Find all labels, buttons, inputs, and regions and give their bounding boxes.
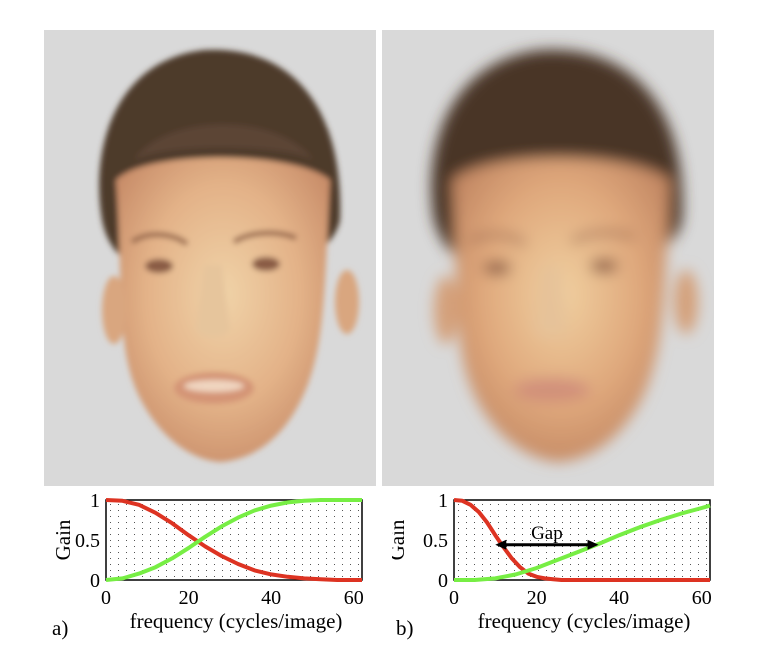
x-tick-label: 20 bbox=[527, 587, 547, 609]
x-tick-label: 40 bbox=[609, 587, 629, 609]
x-tick-label: 0 bbox=[449, 587, 459, 609]
series-line-1 bbox=[454, 503, 711, 582]
gain-chart-b-svg: Gap 0 20 40 60 0 0.5 1 Gain frequency (cycles… bbox=[385, 490, 712, 633]
panel-label-a: a) bbox=[52, 616, 69, 640]
y-tick-label: 0.5 bbox=[423, 530, 448, 552]
series-line-1 bbox=[105, 498, 362, 582]
grid-dots bbox=[458, 504, 707, 577]
gap-arrow-head-left bbox=[495, 539, 507, 550]
x-axis-label: frequency (cycles/image) bbox=[130, 609, 343, 633]
hybrid-face-image-a bbox=[44, 30, 376, 486]
x-tick-label: 20 bbox=[179, 587, 199, 609]
y-axis-label: Gain bbox=[51, 519, 75, 560]
y-tick-label: 0.5 bbox=[75, 530, 100, 552]
x-axis-label: frequency (cycles/image) bbox=[478, 609, 691, 633]
plot-frame bbox=[105, 499, 363, 581]
x-tick-label: 60 bbox=[344, 587, 364, 609]
series-line-0 bbox=[105, 498, 362, 582]
gain-chart-b: Gap 0 20 40 60 0 0.5 1 Gain frequency (cycles… bbox=[385, 490, 714, 647]
grid-dots bbox=[110, 504, 359, 577]
x-tick-label: 60 bbox=[692, 587, 712, 609]
plot-frame bbox=[453, 499, 711, 581]
y-tick-label: 1 bbox=[90, 492, 100, 512]
hybrid-face-image-b bbox=[382, 30, 714, 486]
y-tick-label: 0 bbox=[90, 570, 100, 592]
x-tick-label: 40 bbox=[261, 587, 281, 609]
gain-chart-a: 0 20 40 60 0 0.5 1 Gain frequency (cycles/ima… bbox=[44, 490, 366, 647]
y-tick-label: 0 bbox=[438, 570, 448, 592]
gain-chart-a-svg: 0 20 40 60 0 0.5 1 Gain frequency (cycles/ima… bbox=[51, 490, 364, 633]
gap-annotation-label: Gap bbox=[531, 523, 563, 544]
panel-label-b: b) bbox=[396, 616, 414, 640]
y-axis-label: Gain bbox=[392, 519, 409, 560]
x-tick-label: 0 bbox=[101, 587, 111, 609]
gap-arrow-head-right bbox=[587, 539, 599, 550]
series-line-0 bbox=[453, 498, 710, 582]
y-tick-label: 1 bbox=[438, 492, 448, 512]
